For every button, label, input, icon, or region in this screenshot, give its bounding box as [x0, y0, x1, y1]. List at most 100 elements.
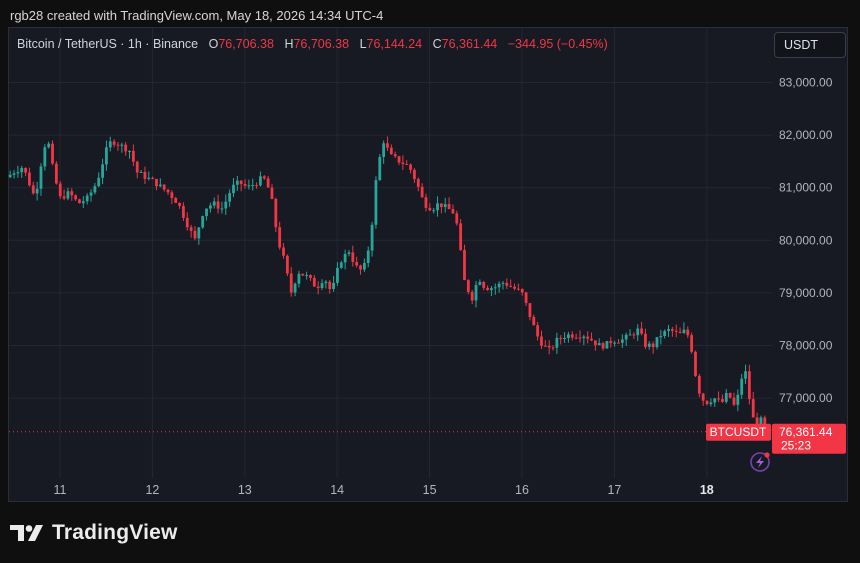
candle	[559, 335, 563, 345]
candle	[216, 194, 220, 214]
ohlc-legend: Bitcoin / TetherUS · 1h · Binance O76,70…	[17, 37, 608, 51]
candle	[28, 167, 31, 187]
candle	[455, 210, 459, 226]
candle	[166, 189, 170, 195]
candle	[728, 392, 732, 399]
candle	[663, 329, 667, 339]
candle	[636, 324, 640, 341]
candle	[609, 336, 613, 348]
candle	[351, 245, 355, 267]
candle	[251, 178, 255, 191]
candle	[293, 282, 297, 297]
close-key: C	[432, 37, 442, 51]
candle	[563, 332, 566, 343]
candle	[131, 144, 135, 167]
candle	[459, 219, 463, 251]
candle	[336, 261, 339, 286]
candle	[732, 392, 736, 407]
candle	[108, 136, 112, 152]
candle	[93, 182, 97, 195]
candle	[578, 330, 582, 343]
candle	[105, 140, 108, 171]
candle	[339, 260, 343, 269]
candle	[297, 270, 301, 288]
candle	[490, 285, 493, 297]
candle	[332, 275, 335, 292]
y-tick-label: 77,000.00	[779, 391, 833, 405]
candle	[74, 194, 78, 202]
candle	[694, 350, 697, 378]
candles	[8, 136, 774, 433]
candle	[409, 163, 412, 174]
lightning-icon[interactable]	[750, 452, 770, 472]
candle	[170, 190, 174, 204]
candle	[208, 202, 212, 213]
candle	[443, 197, 447, 213]
currency-button[interactable]: USDT	[774, 32, 846, 58]
candle	[120, 142, 124, 153]
candle	[493, 283, 497, 295]
chart-panel[interactable]	[8, 27, 848, 502]
high-value: 76,706.38	[293, 37, 350, 51]
candle	[309, 274, 312, 281]
candle	[24, 167, 27, 177]
y-tick-label: 79,000.00	[779, 286, 833, 300]
last-price-tag-bg	[772, 423, 846, 454]
last-price-tag: 76,361.44	[779, 425, 833, 439]
candle	[747, 364, 751, 405]
symbol-tag-bg	[706, 423, 771, 441]
candle	[528, 303, 532, 321]
candle	[690, 332, 694, 354]
candle	[524, 291, 528, 307]
candle	[686, 326, 690, 338]
candle	[439, 203, 443, 214]
candle	[547, 340, 551, 355]
candle	[285, 254, 289, 277]
candle	[366, 246, 370, 268]
candle	[501, 281, 505, 290]
candle	[555, 332, 559, 355]
tradingview-logo[interactable]: TradingView	[10, 521, 178, 545]
candle	[197, 226, 201, 245]
candle	[740, 373, 744, 400]
low-key: L	[359, 37, 367, 51]
symbol-title[interactable]: Bitcoin / TetherUS · 1h · Binance	[17, 37, 199, 51]
x-tick-label: 16	[515, 483, 529, 497]
y-tick-label: 81,000.00	[779, 181, 833, 195]
candle	[259, 171, 262, 187]
candle	[705, 400, 709, 406]
candle	[567, 331, 570, 343]
candle	[312, 275, 316, 287]
candle	[97, 172, 101, 188]
candle	[355, 256, 359, 268]
candle	[201, 215, 205, 229]
candle	[451, 204, 455, 214]
candle	[590, 332, 593, 342]
high-key: H	[284, 37, 294, 51]
candle	[128, 150, 131, 159]
candle	[16, 165, 20, 178]
candle	[701, 392, 705, 406]
x-tick-label: 12	[145, 483, 159, 497]
candle	[370, 221, 374, 257]
price-axis: 83,000.00 82,000.00 81,000.00 80,000.00 79,0…	[779, 76, 833, 406]
candle	[228, 189, 232, 207]
candle	[709, 398, 713, 407]
candle	[232, 177, 235, 198]
candle	[243, 179, 247, 189]
candle	[717, 391, 720, 403]
candle	[516, 283, 520, 291]
candle	[393, 151, 397, 159]
candle	[593, 340, 597, 351]
candle	[486, 285, 489, 291]
open-value: 76,706.38	[218, 37, 274, 51]
candle	[193, 226, 197, 241]
candle	[597, 338, 601, 346]
candle	[224, 194, 228, 215]
candle	[644, 328, 647, 350]
candle	[401, 155, 405, 171]
candle	[235, 175, 239, 191]
candle	[12, 170, 16, 179]
y-tick-label: 82,000.00	[779, 128, 833, 142]
